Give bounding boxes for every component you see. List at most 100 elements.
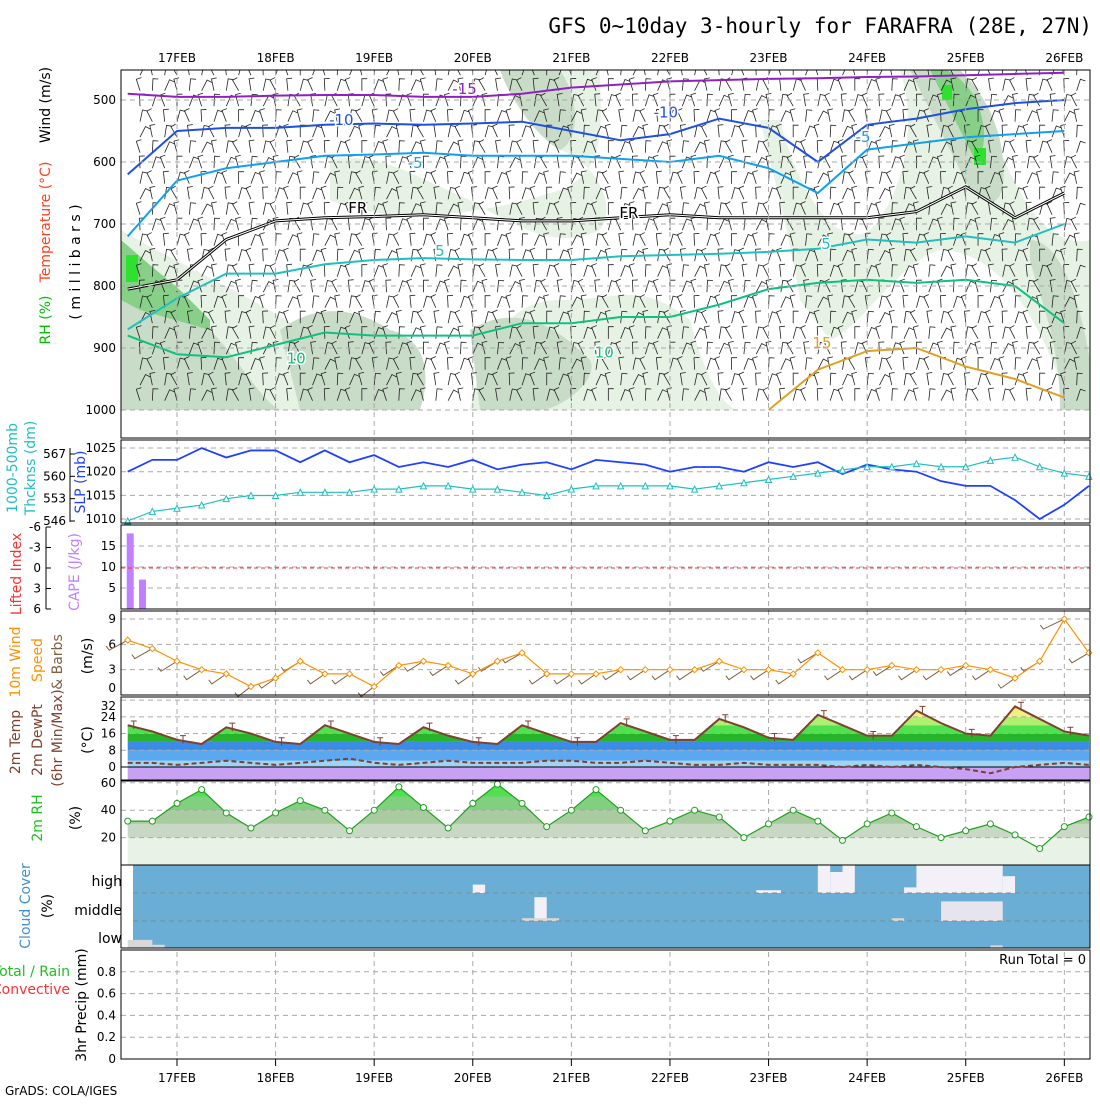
wind-barb: [213, 357, 223, 370]
wind-barb: [283, 309, 289, 324]
wind-barb: [829, 140, 840, 153]
wind-barb: [534, 296, 545, 308]
wind-barb: [607, 280, 617, 293]
wind-barb: [666, 201, 673, 215]
day-label: 19FEB: [355, 51, 393, 65]
thickness-point: [961, 462, 970, 471]
wind-barb: [213, 233, 223, 246]
wind-barb: [690, 154, 697, 169]
wind-barb: [460, 155, 467, 169]
wind-barb-10m: [898, 669, 917, 681]
rh-fill: [127, 784, 1089, 865]
wind-barb: [312, 70, 315, 76]
wind-barb: [706, 171, 716, 184]
tick-label: 0.8: [97, 965, 116, 979]
wind-barb: [207, 247, 215, 262]
wind-speed-point: [271, 674, 280, 682]
wind-barb: [851, 309, 858, 324]
wind-barb: [971, 139, 979, 153]
wind-barb: [532, 139, 539, 153]
wind-barb: [743, 93, 751, 107]
wind-barb: [454, 371, 461, 386]
wind-barb: [936, 216, 943, 231]
wind-barb-10m: [824, 669, 843, 681]
rh-point: [765, 820, 773, 828]
wind-barb: [529, 247, 536, 262]
wind-barb: [643, 70, 646, 76]
axis-title-slp: 1000-500mb: [5, 423, 21, 513]
wind-barb: [201, 124, 210, 138]
wind-barb: [1063, 217, 1073, 231]
wind-barb: [738, 123, 745, 138]
wind-barb: [259, 108, 265, 122]
wind-barb: [1049, 155, 1056, 169]
wind-barb: [358, 247, 365, 262]
wind-barb: [1026, 217, 1035, 231]
wind-barb-10m: [553, 673, 572, 685]
wind-barb: [912, 139, 919, 153]
wind-barb: [207, 185, 215, 200]
wind-barb: [864, 356, 871, 370]
wind-barb: [755, 94, 767, 107]
wind-barb: [960, 170, 967, 184]
wind-barb: [1002, 326, 1011, 339]
wind-barb: [866, 264, 877, 277]
wind-barb: [299, 248, 306, 262]
rh-point: [419, 803, 427, 811]
wind-barb: [1063, 110, 1075, 122]
wind-barb: [752, 356, 758, 370]
wind-barb: [947, 247, 954, 262]
wind-barb: [1039, 140, 1049, 153]
rh-point: [1085, 813, 1093, 821]
wind-barb: [164, 327, 175, 339]
wind-barb: [657, 124, 665, 138]
wind-barb: [454, 309, 461, 324]
wind-barb: [879, 125, 890, 138]
contour-label: 15: [812, 334, 831, 352]
wind-barb: [457, 263, 464, 277]
wind-barb: [553, 325, 560, 339]
wind-barb: [642, 371, 649, 386]
wind-barb: [355, 108, 363, 122]
wind-barb: [940, 233, 946, 246]
wind-barb: [162, 356, 169, 370]
wind-barb: [1046, 325, 1053, 339]
wind-barb: [1001, 186, 1008, 200]
wind-barb: [392, 232, 400, 246]
thickness-point: [838, 465, 847, 474]
wind-barb: [731, 70, 734, 76]
wind-barb: [509, 326, 518, 339]
wind-barb: [779, 325, 786, 339]
minmax-marker: [1067, 726, 1074, 736]
wind-barb: [472, 202, 481, 215]
rh-band: [127, 796, 1089, 811]
wind-barb: [556, 341, 563, 355]
axis-title-upper: ( m i l l i b a r s ): [68, 204, 84, 319]
wind-barb: [861, 340, 868, 355]
wind-barb: [558, 249, 569, 262]
wind-barb: [423, 109, 432, 122]
wind-barb: [183, 108, 190, 122]
wind-barb: [546, 388, 556, 401]
wind-barb: [657, 265, 668, 277]
wind-barb: [1046, 387, 1053, 401]
wind-barb: [620, 326, 631, 339]
wind-barb: [676, 170, 683, 184]
wind-barb-10m: [331, 673, 350, 685]
wind-barb: [435, 280, 446, 293]
wind-barb: [232, 77, 239, 91]
wind-barb: [693, 109, 700, 122]
wind-barb: [1039, 248, 1046, 262]
wind-barb: [410, 372, 419, 386]
wind-barb: [1012, 154, 1018, 169]
wind-barb: [1076, 372, 1083, 386]
wind-barb: [373, 78, 384, 91]
wind-barb: [492, 247, 498, 262]
wind-barb: [953, 295, 963, 308]
wind-barb: [423, 357, 432, 370]
wind-barb: [681, 218, 692, 231]
wind-barb: [903, 70, 906, 76]
wind-barb: [606, 70, 609, 76]
wind-barb: [669, 295, 679, 308]
tick-label: 40: [101, 803, 116, 817]
